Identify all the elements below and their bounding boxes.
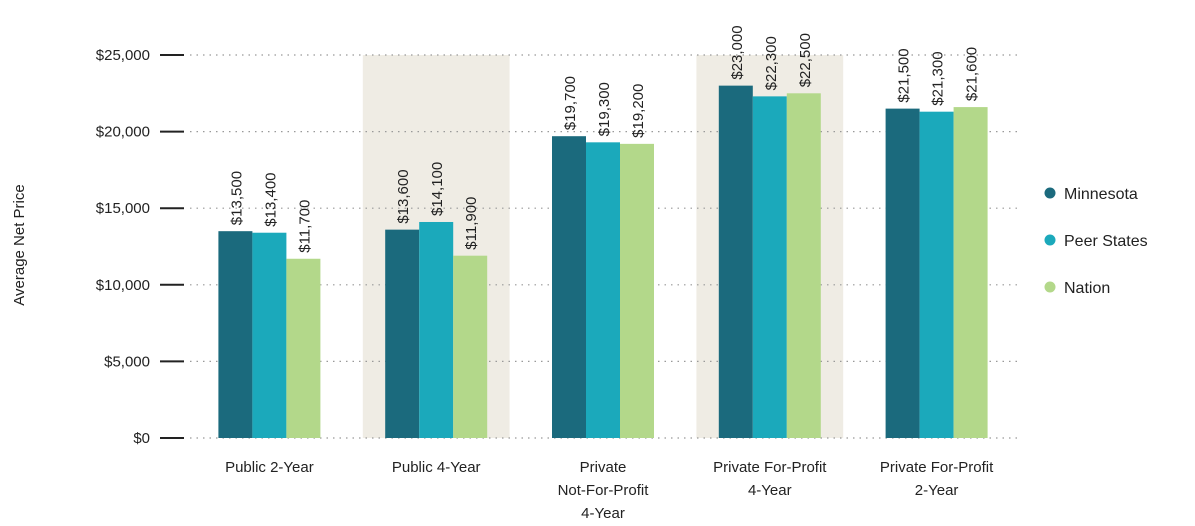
legend-swatch (1044, 187, 1056, 199)
value-label: $21,300 (930, 51, 947, 105)
value-label: $13,600 (395, 169, 412, 223)
legend-swatch (1044, 234, 1056, 246)
value-label: $19,300 (596, 82, 613, 136)
y-tick-label: $5,000 (104, 353, 150, 370)
bar (218, 231, 253, 438)
legend-label: Minnesota (1064, 186, 1138, 203)
y-tick-label: $0 (133, 430, 150, 447)
value-label: $22,500 (797, 33, 814, 87)
value-label: $11,900 (463, 197, 480, 250)
y-tick-label: $10,000 (96, 277, 150, 294)
value-label: $13,400 (262, 172, 279, 226)
value-label: $22,300 (763, 36, 780, 90)
legend-label: Nation (1064, 280, 1110, 297)
bar (718, 85, 753, 438)
x-tick-label: Private For-Profit 2-Year (880, 459, 994, 499)
value-label: $21,600 (964, 47, 981, 101)
bar (453, 255, 488, 438)
bar (752, 96, 787, 438)
bar (286, 258, 321, 438)
y-tick-label: $15,000 (96, 200, 150, 217)
bar (586, 142, 620, 438)
bar (953, 107, 988, 438)
x-tick-label: Private Not-For-Profit 4-Year (558, 459, 650, 522)
value-label: $14,100 (429, 162, 446, 216)
value-label: $19,200 (630, 84, 647, 138)
x-tick-label: Public 2-Year (225, 459, 314, 476)
bar (885, 108, 920, 439)
bar (252, 232, 287, 438)
value-label: $19,700 (562, 76, 579, 130)
bar (385, 229, 420, 438)
value-label: $13,500 (228, 171, 245, 225)
bar (919, 111, 954, 439)
value-label: $11,700 (296, 200, 313, 253)
bar (552, 136, 586, 439)
legend-label: Peer States (1064, 233, 1148, 250)
legend-swatch (1044, 281, 1056, 293)
x-tick-label: Private For-Profit 4-Year (713, 459, 827, 499)
x-tick-label: Public 4-Year (392, 459, 481, 476)
bar (620, 143, 654, 438)
value-label: $23,000 (729, 25, 746, 79)
y-tick-label: $20,000 (96, 124, 150, 141)
y-axis-label: Average Net Price (11, 184, 28, 305)
value-label: $21,500 (896, 48, 913, 102)
bar (786, 93, 821, 439)
bar (419, 221, 454, 438)
y-tick-label: $25,000 (96, 47, 150, 64)
